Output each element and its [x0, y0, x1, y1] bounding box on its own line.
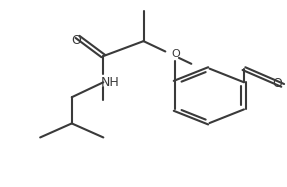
Text: NH: NH [101, 76, 120, 89]
Text: O: O [272, 77, 282, 90]
Text: O: O [71, 34, 81, 47]
Text: O: O [171, 49, 180, 59]
